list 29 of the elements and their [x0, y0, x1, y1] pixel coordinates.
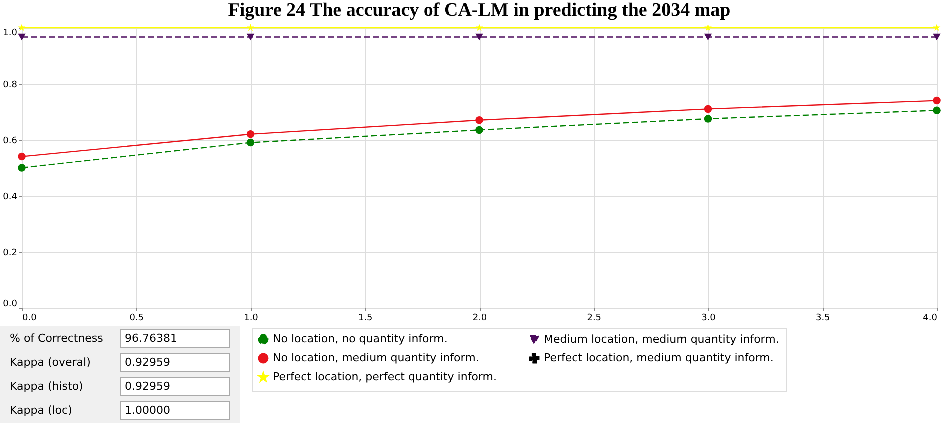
- y-tick-label: 0.2: [3, 248, 18, 258]
- x-tick-label: 0.5: [130, 314, 144, 324]
- x-tick-label: 1.5: [358, 314, 373, 324]
- x-tick-label: 0.0: [22, 314, 38, 324]
- text: Kappa (overal): [9, 356, 92, 369]
- legend-label: No location, no quantity inform.: [273, 332, 448, 346]
- text: 0.92959: [120, 377, 230, 396]
- y-tick-label: 0.6: [3, 136, 18, 146]
- text: Kappa (loc): [9, 404, 74, 417]
- x-tick-label: 3.0: [702, 314, 716, 324]
- legend-label: Medium location, medium quantity inform.: [544, 332, 780, 346]
- text: 0.92959: [120, 353, 230, 372]
- legend-label: No location, medium quantity inform.: [273, 352, 480, 364]
- y-tick-label: 0.8: [3, 80, 18, 90]
- x-tick-label: 3.5: [816, 314, 830, 324]
- chart-title: Figure 24 The accuracy of CA-LM in predicting the 2034 map: [228, 0, 731, 22]
- y-tick-label: 1.0: [3, 28, 18, 38]
- text: 96.76381: [120, 329, 230, 348]
- text: 1.00000: [120, 401, 230, 420]
- legend-label: Perfect location, perfect quantity inform.: [273, 370, 497, 384]
- x-tick-label: 2.5: [587, 314, 602, 324]
- text: % of Correctness: [9, 332, 104, 345]
- x-tick-label: 1.0: [244, 314, 259, 324]
- text: Kappa (histo): [9, 380, 84, 393]
- y-tick-label: 0.0: [3, 300, 18, 310]
- y-tick-label: 0.4: [3, 192, 18, 202]
- legend-label: Perfect location, medium quantity inform.: [544, 352, 774, 364]
- x-tick-label: 2.0: [472, 314, 488, 324]
- x-tick-label: 4.0: [923, 314, 938, 324]
